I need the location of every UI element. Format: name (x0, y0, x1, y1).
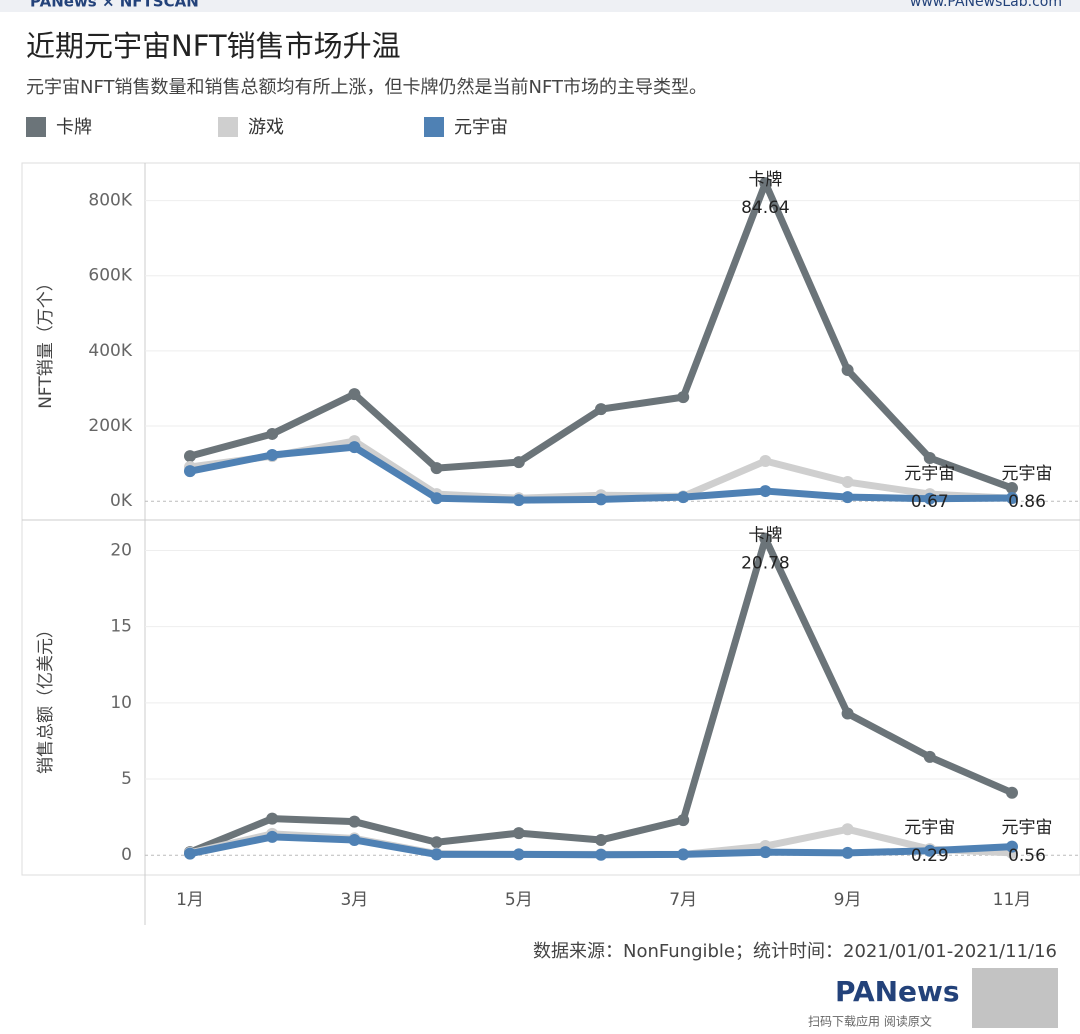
data-point (595, 833, 607, 846)
annotation-name: 元宇宙 (1002, 464, 1053, 484)
data-point (348, 441, 361, 454)
chart-subtitle: 元宇宙NFT销售数量和销售总额均有所上涨，但卡牌仍然是当前NFT市场的主导类型。 (26, 77, 707, 98)
data-point (841, 707, 854, 720)
data-point (430, 492, 443, 505)
header-brand: PANews × NFTSCAN (30, 0, 199, 11)
data-point (1006, 840, 1018, 853)
data-point (595, 403, 607, 416)
y-tick-label: 800K (88, 191, 132, 211)
data-point (512, 494, 525, 507)
x-tick-label: 9月 (834, 890, 862, 910)
data-point (923, 750, 936, 763)
y-axis-title: 销售总额（亿美元） (36, 621, 56, 774)
legend-label: 游戏 (248, 117, 284, 138)
data-point (266, 448, 279, 461)
annotation-name: 元宇宙 (1002, 818, 1053, 838)
qr-caption: 扫码下载应用 阅读原文 (808, 1014, 932, 1029)
y-tick-label: 0K (110, 491, 133, 511)
data-point (184, 847, 196, 860)
x-tick-label: 1月 (176, 890, 204, 910)
y-tick-label: 600K (88, 266, 132, 286)
legend-swatch (424, 117, 444, 137)
legend-swatch (218, 117, 238, 137)
data-point (266, 830, 279, 843)
y-tick-label: 10 (110, 693, 132, 713)
data-point (759, 455, 772, 468)
legend-label: 元宇宙 (454, 117, 508, 138)
y-tick-label: 0 (121, 845, 132, 865)
data-label: 0.86 (1008, 492, 1046, 512)
legend-swatch (26, 117, 46, 137)
data-point (759, 485, 772, 498)
x-tick-label: 3月 (340, 890, 368, 910)
x-tick-label: 5月 (505, 890, 533, 910)
data-point (1006, 482, 1018, 495)
data-point (595, 493, 607, 506)
data-point (184, 450, 196, 463)
x-tick-label: 11月 (993, 890, 1032, 910)
data-label: 84.64 (741, 198, 790, 218)
data-label: 20.78 (741, 554, 790, 574)
legend-label: 卡牌 (56, 117, 92, 138)
data-point (266, 427, 279, 440)
data-point (266, 812, 279, 825)
data-point (841, 846, 854, 859)
data-point (348, 833, 361, 846)
data-point (348, 388, 361, 401)
data-point (430, 836, 443, 849)
data-point (841, 476, 854, 489)
data-point (1006, 786, 1018, 799)
y-tick-label: 400K (88, 341, 132, 361)
data-point (759, 846, 772, 859)
data-point (841, 491, 854, 504)
annotation-name: 元宇宙 (904, 818, 955, 838)
y-tick-label: 5 (121, 769, 132, 789)
data-point (595, 848, 607, 861)
annotation-name: 卡牌 (748, 170, 782, 190)
annotation-name: 卡牌 (748, 526, 782, 546)
data-point (512, 848, 525, 861)
header-site: www.PANewsLab.com (910, 0, 1062, 10)
data-point (677, 848, 690, 861)
data-point (512, 827, 525, 840)
annotation-name: 元宇宙 (904, 464, 955, 484)
data-point (841, 364, 854, 377)
data-point (923, 844, 936, 857)
data-point (184, 465, 196, 478)
data-point (759, 177, 772, 190)
data-point (430, 462, 443, 475)
qr-code (972, 968, 1058, 1028)
series-line (188, 535, 1014, 856)
y-axis-title: NFT销量（万个） (36, 274, 56, 409)
data-point (348, 815, 361, 828)
x-tick-label: 7月 (669, 890, 697, 910)
series-line (189, 179, 1014, 492)
data-label: 0.67 (911, 492, 949, 512)
source-note: 数据来源：NonFungible；统计时间：2021/01/01-2021/11… (533, 941, 1057, 962)
data-label: 0.29 (911, 846, 949, 866)
footer-logo: PANews (835, 975, 960, 1008)
data-point (677, 814, 690, 827)
y-tick-label: 15 (110, 617, 132, 637)
data-point (430, 848, 443, 861)
data-point (923, 451, 936, 464)
data-point (677, 491, 690, 504)
data-point (677, 391, 690, 404)
data-point (841, 823, 854, 836)
y-tick-label: 20 (110, 540, 132, 560)
data-label: 0.56 (1008, 846, 1046, 866)
chart-title: 近期元宇宙NFT销售市场升温 (26, 29, 401, 63)
y-tick-label: 200K (88, 416, 132, 436)
data-point (1006, 491, 1018, 504)
data-point (759, 532, 772, 545)
header-strip (0, 0, 1080, 12)
data-point (923, 492, 936, 505)
data-point (512, 456, 525, 469)
plot-frame (21, 162, 1080, 876)
